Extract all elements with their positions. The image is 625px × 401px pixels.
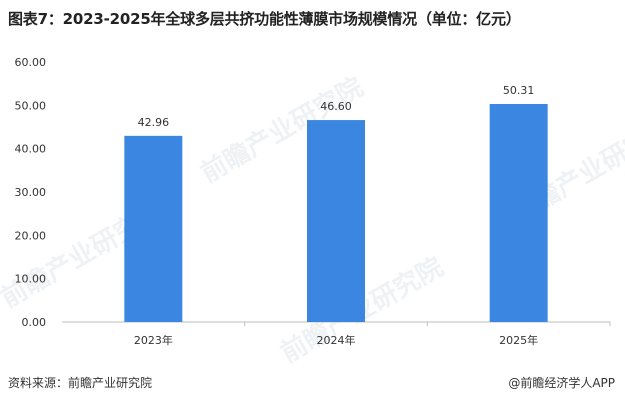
y-tick-label: 40.00 <box>15 143 47 156</box>
y-tick-label: 30.00 <box>15 186 47 199</box>
source-note: 资料来源：前瞻产业研究院 <box>8 376 153 390</box>
x-tick-label: 2025年 <box>499 333 538 347</box>
y-tick-label: 60.00 <box>15 56 47 69</box>
bar-chart: 0.00 10.00 20.00 30.00 40.00 50.00 60.00 42.96 2… <box>15 56 611 347</box>
data-label: 50.31 <box>503 84 535 97</box>
chart-title: 图表7：2023-2025年全球多层共挤功能性薄膜市场规模情况（单位：亿元） <box>8 10 521 28</box>
x-tick-label: 2023年 <box>134 333 173 347</box>
brand-credit: @前瞻经济学人APP <box>508 376 615 390</box>
x-tick-label: 2024年 <box>317 333 356 347</box>
y-tick-label: 20.00 <box>15 229 47 242</box>
bar <box>489 103 548 323</box>
bar <box>124 135 183 322</box>
y-tick-label: 10.00 <box>15 273 47 286</box>
bar <box>307 120 365 322</box>
y-tick-label: 0.00 <box>22 316 47 329</box>
y-tick-label: 50.00 <box>15 99 47 112</box>
data-label: 42.96 <box>138 116 170 129</box>
data-label: 46.60 <box>320 100 352 113</box>
